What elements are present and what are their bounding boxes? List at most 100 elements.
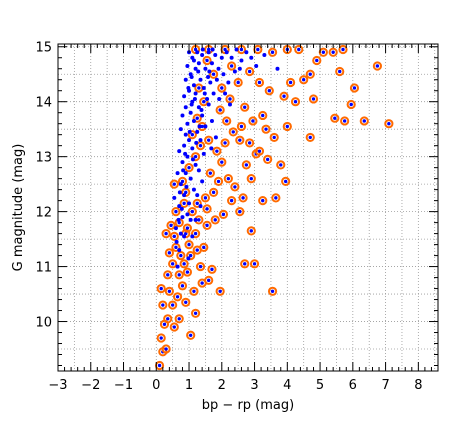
- ringed-data-point: [161, 344, 171, 354]
- ringed-data-point: [271, 193, 281, 203]
- ringed-data-point: [215, 286, 225, 296]
- ringed-data-point-core: [161, 303, 165, 307]
- data-point: [191, 83, 196, 88]
- ringed-data-point: [258, 196, 268, 206]
- ringed-data-point: [217, 83, 227, 93]
- ringed-data-point-core: [238, 138, 242, 142]
- data-point: [196, 69, 201, 74]
- ringed-data-point: [281, 176, 291, 186]
- ringed-data-point-core: [195, 248, 199, 252]
- ringed-data-point: [174, 314, 184, 324]
- ringed-data-point-core: [210, 267, 214, 272]
- ringed-data-point: [349, 83, 360, 93]
- data-point: [200, 179, 205, 184]
- data-point: [183, 77, 188, 82]
- ringed-data-point-core: [218, 289, 222, 294]
- ringed-data-point: [166, 220, 176, 230]
- plot-frame: [57, 43, 439, 372]
- ringed-data-point-core: [193, 231, 198, 236]
- ringed-data-point-core: [213, 218, 217, 222]
- data-point: [213, 52, 218, 57]
- data-point: [197, 124, 202, 129]
- ringed-data-point: [330, 113, 340, 123]
- ringed-data-point: [249, 259, 260, 269]
- ringed-data-point-core: [331, 50, 335, 54]
- ringed-data-point-core: [241, 196, 245, 200]
- y-tick-label: 11: [35, 261, 52, 276]
- ringed-data-point: [269, 132, 279, 143]
- y-tick-label: 15: [35, 41, 52, 56]
- ringed-data-point-core: [159, 286, 163, 291]
- data-point: [188, 217, 193, 222]
- ringed-data-point-core: [159, 336, 163, 340]
- ringed-data-point: [176, 250, 186, 261]
- ringed-data-point-core: [193, 154, 198, 159]
- ringed-data-point: [204, 135, 214, 145]
- data-point: [207, 69, 212, 74]
- ringed-data-point-core: [239, 47, 244, 52]
- ringed-data-point-core: [315, 58, 319, 63]
- ringed-data-point: [158, 300, 168, 310]
- ringed-data-point: [290, 97, 301, 107]
- data-point: [201, 151, 206, 156]
- ringed-data-point-core: [261, 113, 265, 118]
- ringed-data-point-core: [203, 196, 208, 200]
- ringed-data-point: [156, 283, 166, 294]
- ringed-data-point-core: [157, 363, 162, 368]
- ringed-data-point-core: [200, 281, 204, 285]
- data-point: [184, 184, 189, 189]
- data-point: [181, 168, 186, 173]
- data-point: [175, 171, 180, 176]
- data-point: [196, 168, 201, 173]
- data-point: [182, 193, 187, 198]
- ringed-data-point: [248, 116, 258, 126]
- ringed-data-point-core: [229, 198, 234, 203]
- data-point: [178, 127, 183, 132]
- ringed-data-point-core: [279, 163, 283, 167]
- ringed-data-point: [312, 55, 322, 66]
- data-point: [183, 132, 188, 137]
- data-point: [189, 102, 194, 107]
- ringed-data-point-core: [187, 242, 191, 247]
- data-point: [175, 264, 180, 269]
- ringed-data-point: [209, 69, 219, 79]
- ringed-data-point: [294, 44, 304, 55]
- x-tick-label: 7: [381, 378, 389, 393]
- data-point: [193, 217, 198, 222]
- ringed-data-point-core: [195, 116, 199, 120]
- ringed-data-point-core: [198, 264, 203, 269]
- ringed-data-point-core: [333, 116, 337, 120]
- ringed-data-point-core: [195, 201, 199, 206]
- x-tick-label: 2: [218, 378, 226, 393]
- data-point: [232, 69, 237, 74]
- ringed-data-point: [308, 94, 319, 104]
- data-point: [190, 234, 195, 239]
- data-point: [180, 160, 185, 165]
- ringed-data-point: [235, 135, 245, 145]
- data-point: [237, 66, 242, 71]
- ringed-data-point-core: [218, 108, 222, 112]
- ringed-data-point-core: [256, 47, 260, 52]
- ringed-data-point: [222, 116, 232, 126]
- data-point: [177, 204, 182, 209]
- ringed-data-point: [384, 119, 394, 129]
- ringed-data-point-core: [342, 119, 347, 123]
- data-point: [190, 157, 195, 162]
- data-point: [195, 50, 200, 55]
- ringed-data-point-core: [220, 86, 224, 90]
- data-point: [217, 96, 222, 101]
- ringed-data-point: [299, 75, 309, 85]
- ringed-data-point: [246, 174, 256, 184]
- ringed-data-point-core: [252, 262, 257, 266]
- data-point: [216, 66, 221, 71]
- ringed-data-point: [285, 77, 296, 88]
- ringed-data-point-core: [283, 179, 288, 184]
- data-point: [209, 61, 214, 66]
- ringed-data-point: [169, 322, 179, 332]
- ringed-data-point-core: [206, 47, 211, 52]
- data-point: [209, 146, 214, 151]
- data-point: [198, 204, 203, 209]
- ringed-data-point: [192, 113, 202, 123]
- ringed-data-point-core: [202, 245, 206, 250]
- data-point: [180, 215, 185, 220]
